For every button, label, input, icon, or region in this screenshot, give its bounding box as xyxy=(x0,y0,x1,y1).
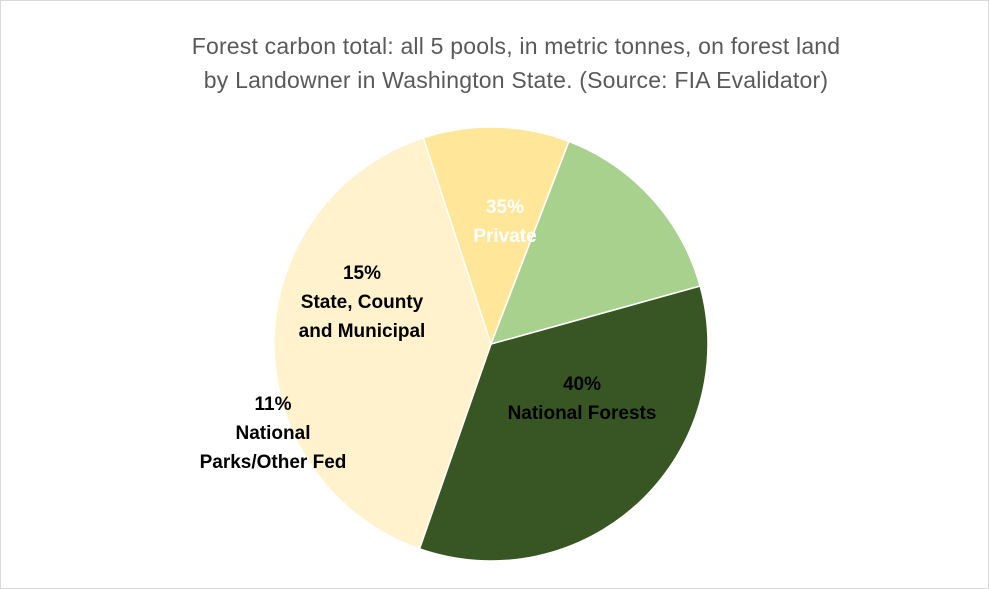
data-label-2: 11% National Parks/Other Fed xyxy=(200,394,347,473)
chart-title-line-1: Forest carbon total: all 5 pools, in met… xyxy=(191,33,841,59)
pie-slice-private xyxy=(418,285,709,562)
data-label-name: Parks/Other Fed xyxy=(200,452,347,473)
chart-title-line-2: by Landowner in Washington State. (Sourc… xyxy=(203,67,829,93)
pie-slice-parks-other-fed xyxy=(422,126,570,347)
data-label-name: Private xyxy=(473,226,536,247)
data-label-name: National Forests xyxy=(508,403,657,424)
data-label-name: and Municipal xyxy=(299,321,426,342)
data-label-percent: 15% xyxy=(343,263,381,284)
chart-title: Forest carbon total: all 5 pools, in met… xyxy=(121,29,911,97)
pie-labels: 35% Private 40% National Forests 11% National… xyxy=(200,197,657,473)
data-label-0: 35% Private xyxy=(473,197,536,247)
data-label-percent: 40% xyxy=(563,374,601,395)
data-label-3: 15% State, County and Municipal xyxy=(299,263,426,342)
data-label-name: National xyxy=(236,423,311,444)
pie-slices xyxy=(273,126,709,562)
data-label-percent: 11% xyxy=(255,394,292,415)
data-label-name: State, County xyxy=(301,292,424,313)
pie-slice-and-municipal xyxy=(489,140,702,346)
data-label-percent: 35% xyxy=(486,197,524,218)
pie-slice-national-forests xyxy=(273,136,492,550)
data-label-1: 40% National Forests xyxy=(508,374,657,424)
